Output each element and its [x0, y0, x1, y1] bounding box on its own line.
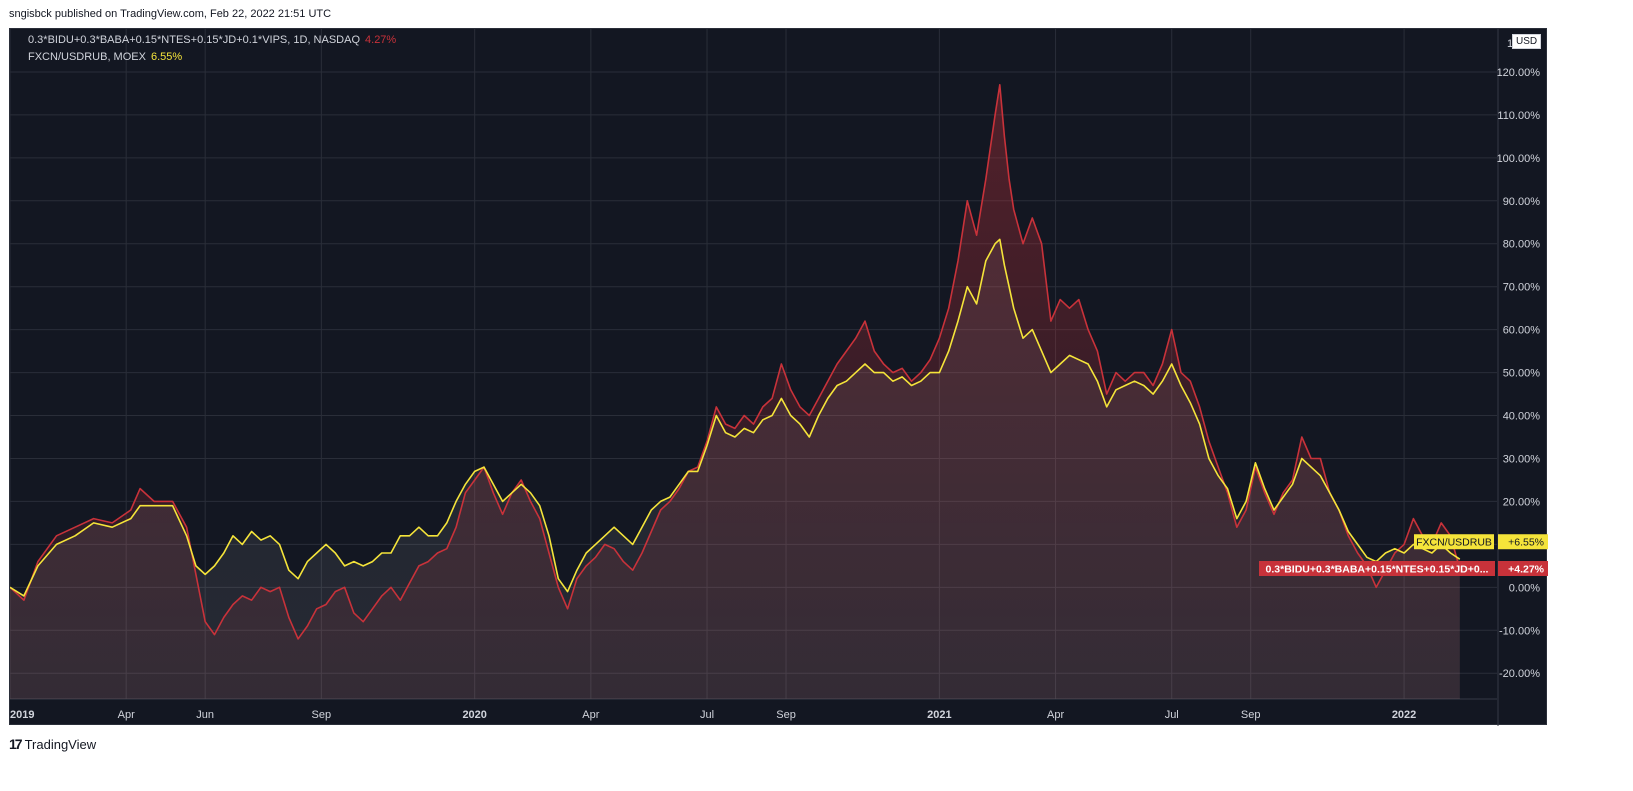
time-tick-label: Jul [1165, 709, 1179, 721]
time-tick-label: Apr [582, 709, 599, 721]
legend-row-fxcn[interactable]: FXCN/USDRUB, MOEX 6.55% [28, 51, 182, 63]
price-tick-label: 80.00% [1503, 239, 1541, 251]
time-tick-label: 2019 [10, 709, 34, 721]
series-line-1 [10, 238, 1461, 597]
price-tick-label: 90.00% [1503, 196, 1541, 208]
time-tick-label: Sep [1241, 709, 1261, 721]
price-tick-label: 0.00% [1509, 582, 1540, 594]
legend-label-fxcn: FXCN/USDRUB, MOEX [28, 51, 146, 63]
legend-row-composite[interactable]: 0.3*BIDU+0.3*BABA+0.15*NTES+0.15*JD+0.1*… [28, 34, 396, 46]
time-tick-label: 2021 [927, 709, 951, 721]
time-tick-label: Jun [196, 709, 214, 721]
badge-composite-value-bg [1498, 560, 1548, 576]
legend-value-composite: 4.27% [365, 34, 397, 46]
tradingview-logo-mark: 17 [9, 736, 23, 752]
badge-composite-name: 0.3*BIDU+0.3*BABA+0.15*NTES+0.15*JD+0... [1266, 563, 1489, 575]
time-tick-label: 2022 [1392, 709, 1416, 721]
price-tick-label: 20.00% [1503, 496, 1541, 508]
badge-fxcn-name-bg [1414, 534, 1494, 550]
price-tick-label: -20.00% [1499, 668, 1540, 680]
currency-button[interactable]: USD [1512, 34, 1542, 49]
price-tick-label: 50.00% [1503, 368, 1541, 380]
badge-fxcn-name: FXCN/USDRUB [1416, 537, 1492, 549]
price-tick-label: -10.00% [1499, 625, 1540, 637]
legend-label-composite: 0.3*BIDU+0.3*BABA+0.15*NTES+0.15*JD+0.1*… [28, 34, 361, 46]
chart-frame[interactable]: 120.00% 110.00% 100.00% 90.00% 80.00% 70.00% 6… [9, 28, 1548, 726]
price-tick-label: 120.00% [1497, 67, 1541, 79]
tradingview-logo[interactable]: 17 TradingView [9, 736, 96, 752]
published-header: sngisbck published on TradingView.com, F… [9, 8, 332, 20]
series-line-0 [10, 84, 1461, 640]
badge-fxcn-value-bg [1498, 534, 1548, 550]
time-tick-label: Sep [776, 709, 796, 721]
price-top-label: 1 [1507, 38, 1513, 50]
price-tick-label: 30.00% [1503, 453, 1541, 465]
time-tick-label: Sep [312, 709, 332, 721]
time-tick-label: Apr [118, 709, 135, 721]
price-tick-label: 60.00% [1503, 325, 1541, 337]
badge-composite-name-bg [1259, 560, 1495, 576]
price-tick-label: 40.00% [1503, 411, 1541, 423]
legend-value-fxcn: 6.55% [150, 51, 183, 63]
time-tick-label: Jul [700, 709, 714, 721]
chart-canvas[interactable]: 120.00%110.00%100.00%90.00%80.00%70.00%6… [10, 29, 1548, 726]
time-tick-label: Apr [1047, 709, 1064, 721]
badge-fxcn-value: +6.55% [1508, 537, 1544, 549]
series-area-1 [10, 239, 1460, 699]
price-tick-label: 110.00% [1497, 110, 1540, 122]
time-tick-label: 2020 [462, 709, 486, 721]
price-tick-label: 70.00% [1503, 282, 1541, 294]
badge-composite-value: +4.27% [1508, 563, 1545, 575]
price-tick-label: 100.00% [1497, 153, 1541, 165]
tradingview-brand-text: TradingView [24, 736, 97, 752]
